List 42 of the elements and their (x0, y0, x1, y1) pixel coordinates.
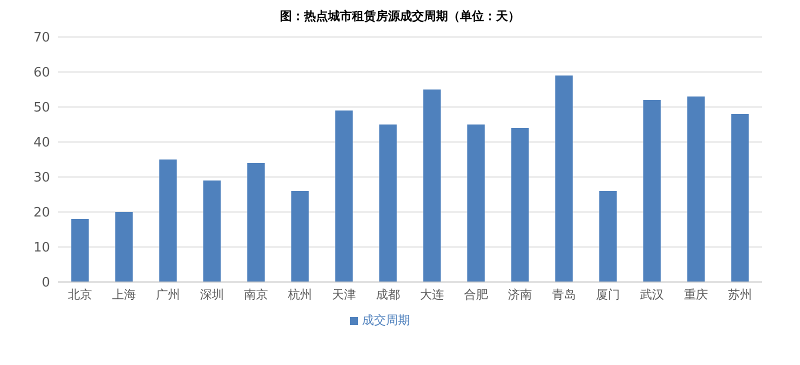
bar (599, 191, 617, 282)
bar (731, 114, 749, 282)
bar (423, 90, 441, 282)
chart-title: 图：热点城市租赁房源成交周期（单位：天） (279, 8, 521, 25)
bar (555, 76, 573, 282)
bar (379, 124, 397, 282)
bar (203, 180, 221, 282)
bar (687, 96, 705, 282)
bar (115, 212, 133, 282)
bar (71, 219, 89, 282)
bar (159, 160, 177, 282)
y-tick-label: 40 (33, 136, 50, 151)
legend-label: 成交周期 (362, 313, 410, 327)
x-tick-label: 合肥 (464, 288, 488, 302)
x-tick-label: 青岛 (552, 288, 576, 302)
bar (291, 191, 309, 282)
y-tick-label: 30 (33, 170, 50, 186)
y-tick-label: 0 (42, 276, 50, 291)
x-tick-label: 重庆 (684, 288, 708, 302)
y-tick-label: 50 (33, 100, 50, 116)
x-tick-label: 广州 (156, 288, 180, 302)
x-tick-label: 天津 (332, 288, 356, 302)
x-tick-label: 杭州 (287, 288, 312, 302)
x-tick-label: 苏州 (728, 288, 752, 302)
x-tick-label: 大连 (420, 288, 444, 302)
x-tick-label: 济南 (508, 288, 532, 302)
y-tick-label: 20 (33, 206, 50, 221)
x-tick-label: 北京 (68, 288, 92, 302)
x-tick-label: 成都 (376, 288, 400, 302)
bar (467, 124, 485, 282)
x-tick-label: 深圳 (200, 288, 224, 302)
y-tick-label: 10 (33, 240, 50, 256)
bar (247, 163, 265, 282)
x-tick-label: 武汉 (640, 288, 664, 302)
bar (643, 100, 661, 282)
x-tick-label: 南京 (244, 288, 268, 302)
bar (335, 110, 353, 282)
bar (511, 128, 529, 282)
y-tick-label: 60 (33, 66, 50, 81)
y-tick-label: 70 (33, 30, 50, 46)
x-tick-label: 厦门 (596, 288, 620, 302)
x-tick-label: 上海 (112, 288, 136, 302)
